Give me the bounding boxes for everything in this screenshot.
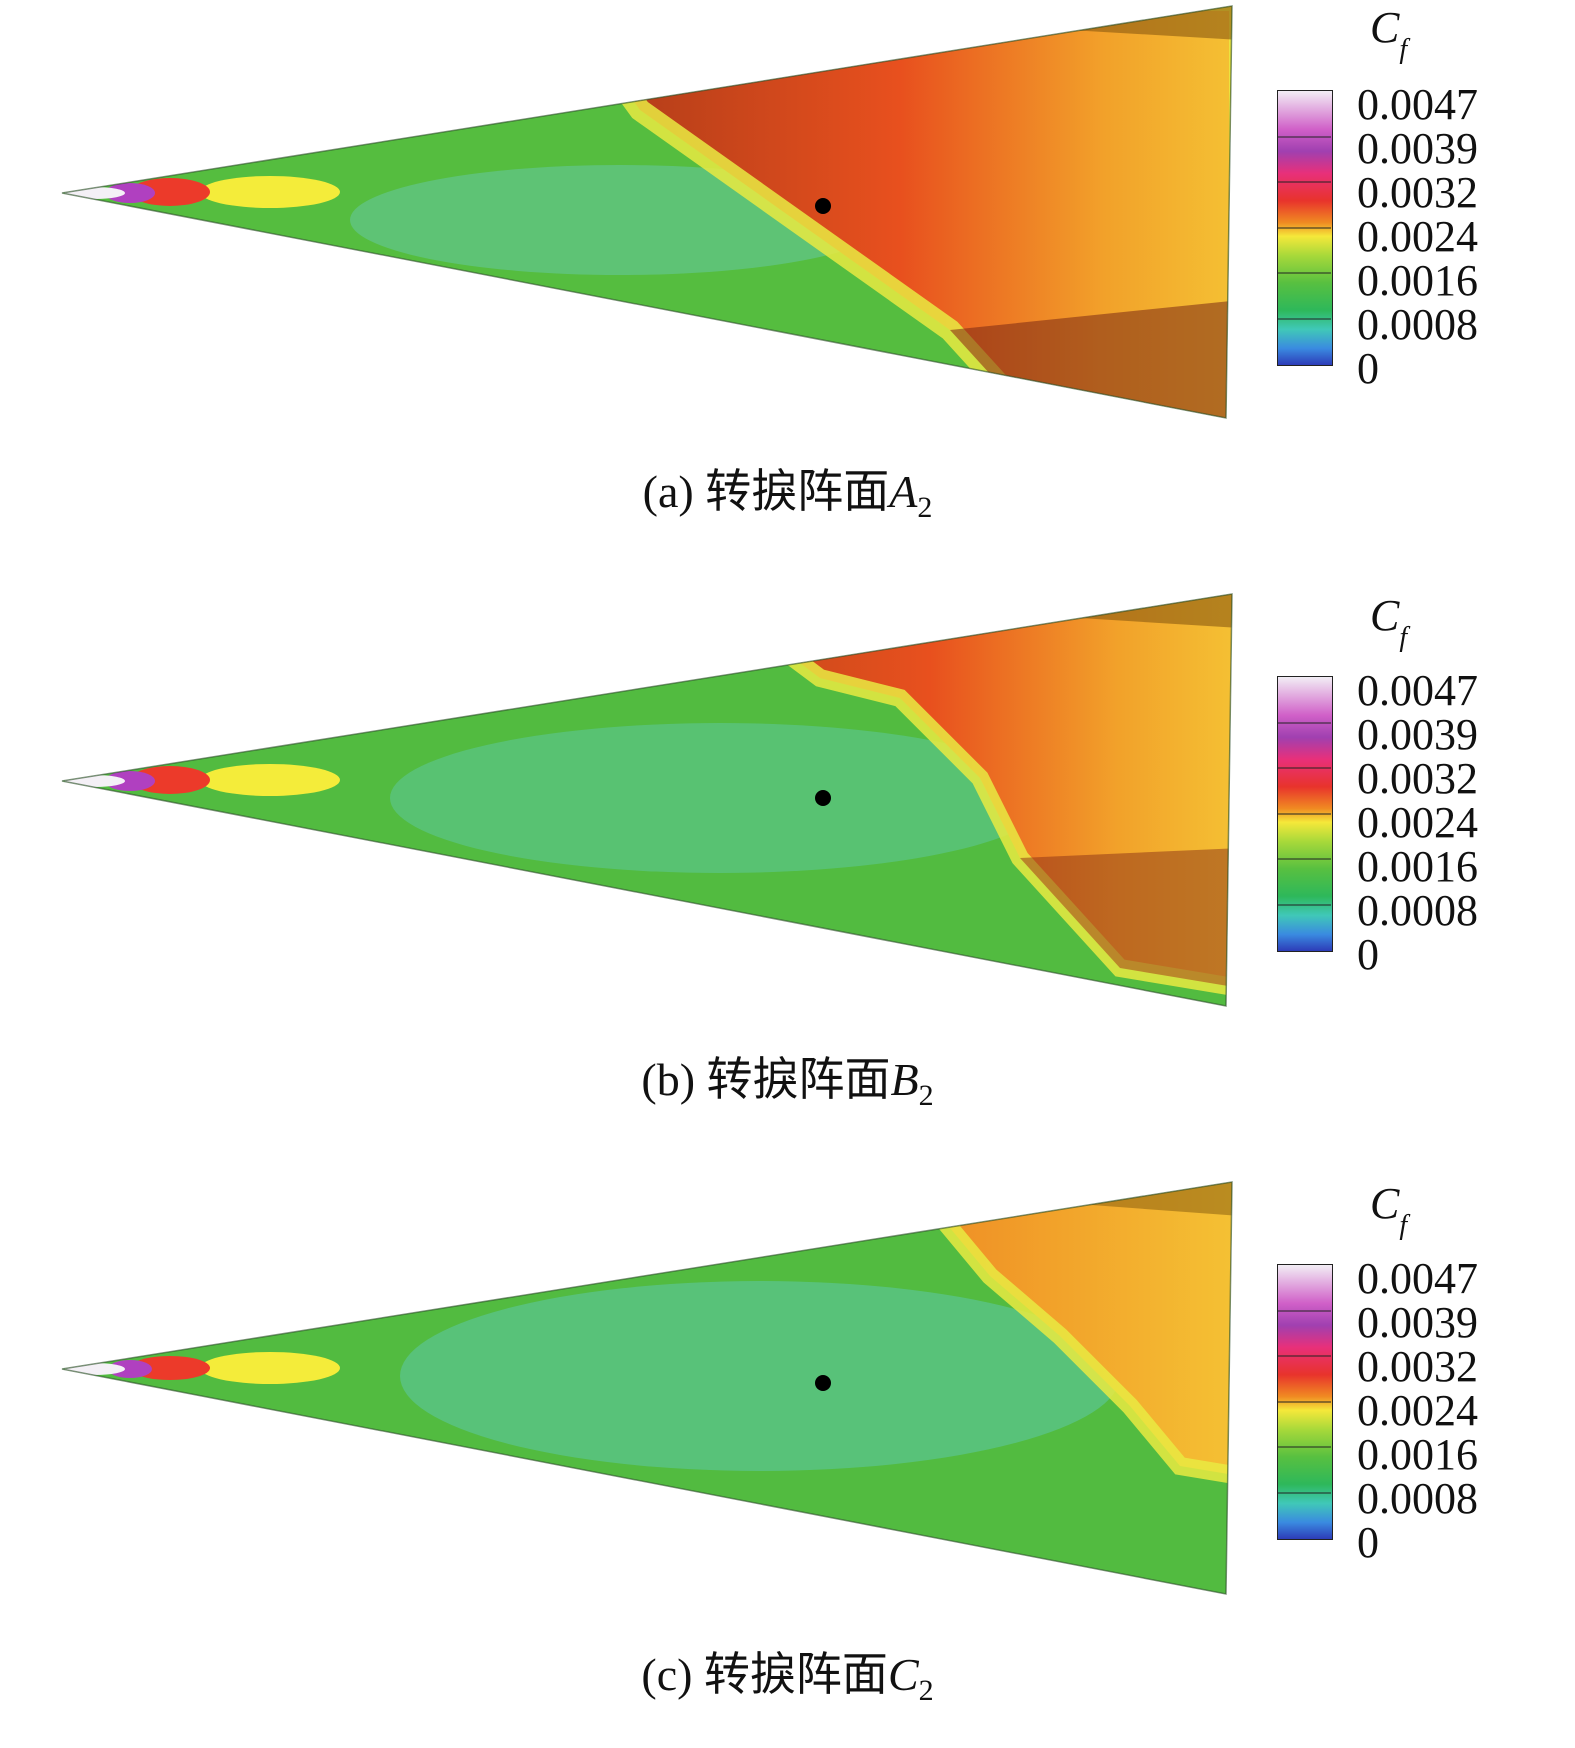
probe-point-c xyxy=(815,1375,831,1391)
colorbar-tick: 0.0047 xyxy=(1357,666,1478,715)
panel-c: Cf 0.0047 0.0039 0.0032 0.0024 0.0016 0.… xyxy=(0,1176,1575,1748)
probe-point-b xyxy=(815,790,831,806)
colorbar-tick: 0.0016 xyxy=(1357,842,1478,891)
colorbar-tick: 0.0008 xyxy=(1357,886,1478,935)
colorbar-tick: 0.0032 xyxy=(1357,754,1478,803)
caption-c: (c) 转捩阵面C2 xyxy=(641,1649,934,1708)
colorbar-c xyxy=(1277,1264,1333,1540)
cone-contour-b xyxy=(61,593,1233,1007)
colorbar-tick: 0.0016 xyxy=(1357,256,1478,305)
colorbar-tick: 0.0047 xyxy=(1357,1254,1478,1303)
colorbar-tick: 0.0039 xyxy=(1357,124,1478,173)
colorbar-tick: 0.0024 xyxy=(1357,212,1478,261)
cone-contour-c xyxy=(61,1181,1233,1595)
colorbar-tick: 0.0008 xyxy=(1357,1474,1478,1523)
colorbar-tick: 0.0008 xyxy=(1357,300,1478,349)
colorbar-tick: 0.0032 xyxy=(1357,168,1478,217)
cone-contour-a xyxy=(61,5,1233,419)
colorbar-title-b: Cf xyxy=(1370,591,1408,653)
colorbar-tick: 0 xyxy=(1357,1518,1379,1567)
colorbar-tick: 0.0039 xyxy=(1357,1298,1478,1347)
panel-a: Cf 0.0047 0.0039 0.0032 0.0024 0.0016 0.… xyxy=(0,0,1575,572)
colorbar-tick: 0 xyxy=(1357,344,1379,393)
colorbar-title-c: Cf xyxy=(1370,1179,1408,1241)
colorbar-title-a: Cf xyxy=(1370,3,1408,65)
colorbar-tick: 0.0016 xyxy=(1357,1430,1478,1479)
colorbar-a xyxy=(1277,90,1333,366)
colorbar-tick: 0.0024 xyxy=(1357,798,1478,847)
colorbar-tick: 0.0024 xyxy=(1357,1386,1478,1435)
probe-point-a xyxy=(815,198,831,214)
caption-a: (a) 转捩阵面A2 xyxy=(642,466,933,525)
colorbar-tick: 0.0039 xyxy=(1357,710,1478,759)
colorbar-tick: 0 xyxy=(1357,930,1379,979)
colorbar-tick: 0.0047 xyxy=(1357,80,1478,129)
colorbar-b xyxy=(1277,676,1333,952)
colorbar-tick: 0.0032 xyxy=(1357,1342,1478,1391)
caption-b: (b) 转捩阵面B2 xyxy=(641,1054,934,1113)
panel-b: Cf 0.0047 0.0039 0.0032 0.0024 0.0016 0.… xyxy=(0,588,1575,1160)
